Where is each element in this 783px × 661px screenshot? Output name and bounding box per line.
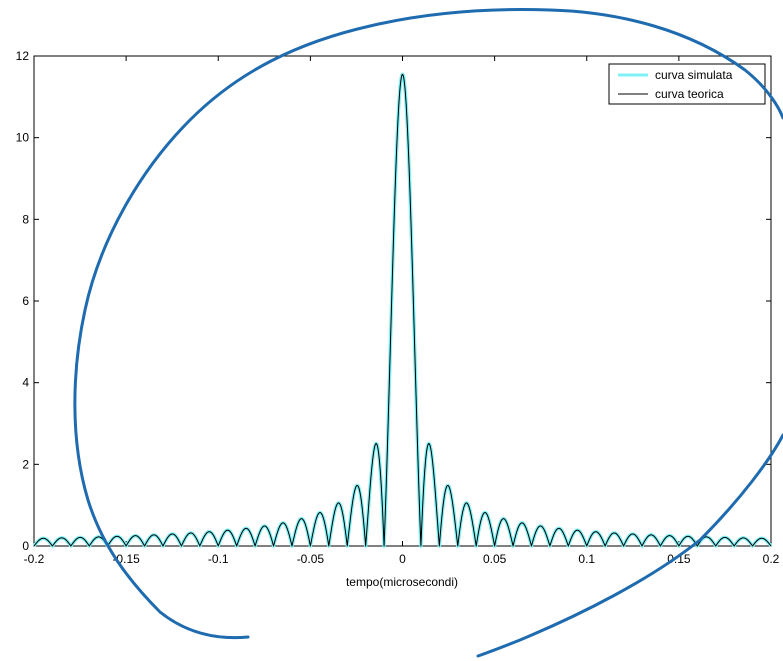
legend-label-curva-teorica: curva teorica [655, 87, 724, 101]
x-tick-label: 0.2 [763, 552, 780, 566]
x-tick-label: 0.15 [667, 552, 691, 566]
legend: curva simulata curva teorica [608, 63, 766, 105]
annotation-loop-stroke [73, 8, 783, 640]
x-tick-label: -0.2 [24, 552, 45, 566]
plot-area [33, 55, 772, 547]
y-tick-label: 2 [22, 457, 29, 471]
x-tick-label: 0.1 [578, 552, 595, 566]
y-axis-ticks: 0 2 4 6 8 10 12 [16, 49, 771, 553]
x-tick-label: -0.05 [297, 552, 325, 566]
y-tick-label: 8 [22, 212, 29, 226]
y-tick-label: 0 [22, 539, 29, 553]
axes-box [33, 55, 772, 547]
handwritten-annotation [73, 8, 783, 658]
legend-box [608, 63, 766, 105]
legend-label-curva-simulata: curva simulata [655, 68, 733, 82]
x-axis-ticks: -0.2 -0.15 -0.1 -0.05 0 0.05 0.1 0.15 0.2 [24, 56, 780, 566]
x-tick-label: 0 [399, 552, 406, 566]
series-line-curva-teorica [33, 73, 772, 547]
y-tick-label: 6 [22, 294, 29, 308]
x-tick-label: 0.05 [483, 552, 507, 566]
y-tick-label: 10 [16, 131, 30, 145]
y-tick-label: 4 [22, 376, 29, 390]
series-layer [32, 72, 773, 548]
y-tick-label: 12 [16, 49, 30, 63]
x-tick-label: -0.1 [208, 552, 229, 566]
x-axis-label: tempo(microsecondi) [346, 575, 458, 589]
annotation-tail-stroke [476, 433, 783, 658]
